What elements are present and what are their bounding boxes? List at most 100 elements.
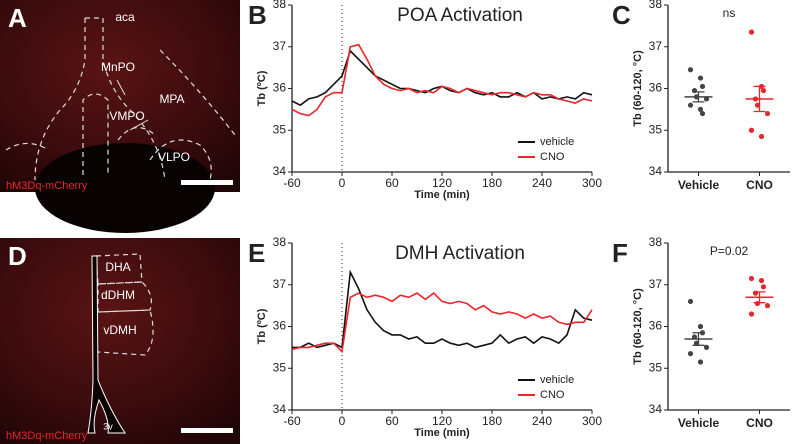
region-label: aca bbox=[115, 10, 135, 24]
region-label: VLPO bbox=[158, 150, 190, 164]
x-tick-label: 180 bbox=[482, 414, 502, 428]
x-tick-label: -60 bbox=[283, 414, 301, 428]
data-point bbox=[760, 284, 767, 290]
x-tick-label: CNO bbox=[746, 178, 773, 192]
x-tick-label: 300 bbox=[582, 414, 602, 428]
data-point bbox=[697, 323, 704, 330]
legend-label: CNO bbox=[540, 151, 565, 163]
y-tick-label: 36 bbox=[649, 81, 663, 95]
data-point bbox=[748, 275, 755, 282]
panel-letter: F bbox=[612, 238, 628, 268]
x-tick-label: -60 bbox=[283, 176, 301, 190]
data-point bbox=[703, 344, 710, 350]
y-tick-label: 38 bbox=[649, 0, 663, 11]
data-point bbox=[703, 96, 710, 102]
y-tick-label: 36 bbox=[649, 319, 663, 333]
data-point bbox=[758, 277, 765, 284]
data-point bbox=[748, 127, 755, 133]
error-bar bbox=[692, 332, 705, 346]
data-point bbox=[697, 359, 704, 365]
data-point bbox=[687, 298, 694, 305]
error-bar bbox=[753, 291, 766, 304]
y-tick-label: 37 bbox=[273, 39, 287, 53]
region-label: MPA bbox=[159, 92, 184, 106]
y-tick-label: 34 bbox=[649, 164, 663, 178]
y-tick-label: 38 bbox=[649, 235, 663, 249]
region-label: vDMH bbox=[103, 323, 136, 337]
x-tick-label: 60 bbox=[385, 414, 399, 428]
series-line bbox=[291, 43, 593, 117]
error-bar bbox=[692, 91, 705, 103]
data-point bbox=[699, 83, 706, 90]
y-tick-label: 36 bbox=[273, 81, 287, 95]
region-label: VMPO bbox=[109, 109, 144, 123]
image-caption: hM3Dq-mCherry bbox=[6, 430, 88, 442]
data-point bbox=[697, 75, 704, 81]
x-tick-label: 60 bbox=[385, 176, 399, 190]
data-point bbox=[699, 110, 706, 117]
y-tick-label: 36 bbox=[273, 319, 287, 333]
data-point bbox=[693, 340, 700, 346]
chart-title: DMH Activation bbox=[395, 243, 525, 264]
region-label: dDHM bbox=[101, 288, 135, 302]
x-tick-label: 180 bbox=[482, 176, 502, 190]
x-tick-label: 0 bbox=[339, 176, 346, 190]
x-tick-label: 120 bbox=[432, 176, 452, 190]
x-tick-label: 300 bbox=[582, 176, 602, 190]
y-tick-label: 37 bbox=[649, 39, 663, 53]
image-d bbox=[0, 238, 240, 444]
data-point bbox=[758, 133, 765, 140]
panel-letter: A bbox=[8, 3, 27, 33]
image-a bbox=[0, 0, 240, 233]
data-point bbox=[687, 102, 694, 108]
legend-label: CNO bbox=[540, 389, 565, 401]
data-point bbox=[748, 311, 755, 317]
data-point bbox=[691, 334, 698, 340]
panel-letter: D bbox=[8, 241, 27, 271]
x-tick-label: 120 bbox=[432, 414, 452, 428]
data-point bbox=[764, 303, 771, 309]
x-tick-label: 240 bbox=[532, 176, 552, 190]
y-tick-label: 38 bbox=[273, 235, 287, 249]
x-tick-label: Vehicle bbox=[678, 416, 720, 430]
series-line bbox=[291, 49, 593, 107]
region-label: DHA bbox=[105, 260, 130, 274]
y-tick-label: 34 bbox=[273, 402, 287, 416]
y-axis-label: Tb (ºC) bbox=[256, 70, 268, 106]
data-point bbox=[687, 67, 694, 73]
y-tick-label: 37 bbox=[273, 277, 287, 291]
data-point bbox=[764, 110, 771, 117]
region-label: 3v bbox=[103, 421, 113, 431]
x-axis-label: Time (min) bbox=[414, 427, 470, 439]
y-axis-label: Tb (60-120, °C) bbox=[632, 50, 644, 127]
y-tick-label: 34 bbox=[273, 164, 287, 178]
y-tick-label: 37 bbox=[649, 277, 663, 291]
y-tick-label: 35 bbox=[649, 360, 663, 374]
series-line bbox=[292, 269, 593, 349]
data-point bbox=[754, 102, 761, 108]
legend-label: vehicle bbox=[540, 374, 574, 386]
legend-label: vehicle bbox=[540, 136, 574, 148]
series-line bbox=[291, 292, 593, 354]
y-tick-label: 34 bbox=[649, 402, 663, 416]
annotation: P=0.02 bbox=[710, 244, 749, 258]
x-tick-label: CNO bbox=[746, 416, 773, 430]
error-bar bbox=[753, 85, 766, 113]
x-tick-label: 240 bbox=[532, 414, 552, 428]
image-caption: hM3Dq-mCherry bbox=[6, 180, 88, 192]
data-point bbox=[760, 87, 767, 94]
data-point bbox=[687, 351, 694, 357]
region-label: MnPO bbox=[101, 60, 135, 74]
y-tick-label: 35 bbox=[273, 122, 287, 136]
y-tick-label: 38 bbox=[273, 0, 287, 11]
chart-title: POA Activation bbox=[397, 5, 523, 26]
x-tick-label: Vehicle bbox=[678, 178, 720, 192]
data-point bbox=[748, 29, 755, 35]
panel-letter: B bbox=[248, 0, 267, 30]
y-tick-label: 35 bbox=[649, 122, 663, 136]
y-axis-label: Tb (ºC) bbox=[256, 308, 268, 344]
y-tick-label: 35 bbox=[273, 360, 287, 374]
x-tick-label: 0 bbox=[339, 414, 346, 428]
annotation: ns bbox=[723, 6, 736, 20]
